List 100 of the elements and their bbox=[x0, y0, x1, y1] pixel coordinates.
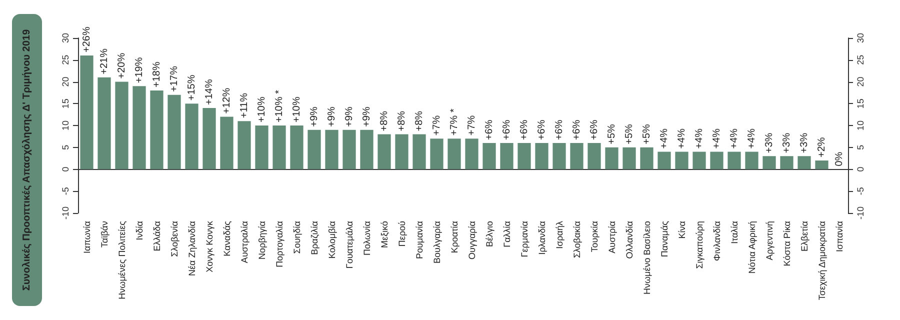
bar bbox=[290, 126, 304, 170]
x-tick-label: Βέλγιο bbox=[484, 221, 494, 248]
x-tick-label: Ισπανία bbox=[834, 221, 844, 252]
bar bbox=[430, 138, 444, 170]
data-label: +14% bbox=[204, 79, 215, 105]
bar bbox=[378, 134, 391, 170]
x-tick-label: Γουατεμάλα bbox=[344, 221, 354, 269]
bar bbox=[482, 143, 496, 170]
bar bbox=[675, 152, 688, 170]
bar bbox=[762, 156, 776, 170]
y-tick-label: 15 bbox=[60, 98, 70, 109]
y-tick-label: 5 bbox=[60, 144, 70, 150]
y2-tick-label: 5 bbox=[856, 144, 866, 150]
data-label: +10% * bbox=[274, 90, 285, 122]
bar bbox=[115, 82, 128, 170]
bar bbox=[605, 147, 618, 170]
x-tick-label: Σλοβενία bbox=[169, 221, 180, 257]
x-tick-label: Τσεχική Δημοκρατία bbox=[816, 221, 827, 300]
bar bbox=[500, 143, 514, 170]
x-tick-label: Κολομβία bbox=[326, 221, 337, 259]
bar bbox=[692, 152, 706, 170]
y2-tick-label: 30 bbox=[856, 32, 866, 44]
bar bbox=[395, 134, 408, 170]
x-tick-label: Ηνωμένο Βασίλειο bbox=[642, 221, 652, 295]
x-tick-label: Τουρκία bbox=[589, 221, 600, 252]
bar bbox=[308, 130, 321, 170]
y2-tick-label: -10 bbox=[856, 206, 866, 220]
x-tick-label: Φινλανδία bbox=[712, 221, 722, 261]
x-tick-label: Ολλανδία bbox=[624, 221, 634, 259]
bar bbox=[342, 130, 356, 170]
data-label: +5% bbox=[606, 124, 618, 144]
data-label: +21% bbox=[98, 48, 110, 74]
x-tick-label: Νότια Αφρική bbox=[746, 221, 757, 274]
bar bbox=[98, 77, 111, 170]
bar bbox=[640, 147, 654, 170]
x-tick-label: Ιρλανδία bbox=[536, 221, 547, 255]
y-tick-label: 20 bbox=[60, 76, 70, 87]
bar bbox=[360, 130, 374, 170]
data-label: +5% bbox=[641, 124, 652, 144]
x-tick-label: Ρουμανία bbox=[414, 221, 424, 260]
x-tick-label: Αργεντινή bbox=[764, 221, 774, 260]
y-axis-title: Συνολικές Προοπτικές Απασχόλησης Δ' Τριμήνου 2019 bbox=[22, 28, 32, 291]
bar bbox=[255, 126, 268, 170]
bar bbox=[745, 152, 758, 170]
y-tick-label: 0 bbox=[60, 166, 70, 172]
x-tick-label: Νορβηγία bbox=[256, 221, 267, 260]
data-label: +6% bbox=[588, 120, 600, 140]
y2-tick-label: 10 bbox=[856, 120, 866, 131]
bar bbox=[570, 143, 584, 170]
bar bbox=[220, 116, 234, 170]
y-tick-label: -5 bbox=[60, 187, 70, 196]
data-label: +4% bbox=[728, 128, 740, 149]
x-tick-label: Ιταλία bbox=[729, 221, 740, 244]
data-label: +20% bbox=[116, 52, 128, 79]
bar bbox=[272, 126, 286, 170]
data-label: +7% bbox=[466, 115, 478, 136]
y2-tick-label: 25 bbox=[856, 54, 866, 65]
bar bbox=[202, 108, 216, 170]
bar bbox=[622, 147, 636, 170]
x-tick-label: Ηνωμένες Πολιτείες bbox=[116, 220, 127, 300]
bar bbox=[238, 121, 251, 170]
bar bbox=[798, 156, 811, 170]
data-label: +6% bbox=[536, 120, 548, 140]
data-label: +18% bbox=[151, 62, 162, 88]
x-tick-label: Χονγκ Κονγκ bbox=[204, 220, 214, 272]
x-tick-label: Καναδάς bbox=[222, 220, 232, 256]
x-tick-label: Μεξικό bbox=[379, 221, 390, 248]
data-label: +3% bbox=[798, 132, 810, 154]
data-label: +3% bbox=[764, 132, 775, 154]
x-tick-label: Ισραήλ bbox=[554, 220, 564, 249]
data-label: +4% bbox=[676, 128, 688, 149]
data-label: +6% bbox=[571, 120, 582, 140]
bar bbox=[168, 94, 181, 170]
bar bbox=[728, 152, 741, 170]
data-label: +9% bbox=[326, 106, 338, 127]
data-label: +9% bbox=[308, 106, 320, 127]
x-tick-label: Κροατία bbox=[449, 221, 460, 254]
x-tick-label: Αυστρία bbox=[606, 221, 617, 254]
data-label: +3% bbox=[781, 132, 792, 154]
data-label: +8% bbox=[414, 110, 425, 132]
bar bbox=[658, 152, 671, 170]
data-label: +7% bbox=[431, 115, 442, 136]
data-label: +5% bbox=[624, 124, 635, 144]
x-tick-label: Παναμάς bbox=[659, 220, 670, 258]
data-label: +6% bbox=[518, 120, 530, 140]
x-tick-label: Περού bbox=[396, 220, 407, 247]
data-label: +4% bbox=[658, 128, 670, 149]
bar bbox=[518, 143, 531, 170]
x-tick-label: Σιγκαπούρη bbox=[694, 221, 704, 269]
x-tick-label: Γερμανία bbox=[519, 221, 530, 258]
bar bbox=[150, 90, 164, 170]
x-tick-label: Πολωνία bbox=[362, 221, 372, 256]
bar bbox=[80, 56, 94, 170]
data-label: +10% bbox=[291, 96, 302, 122]
data-label: +8% bbox=[396, 110, 408, 132]
data-label: +4% bbox=[711, 128, 722, 149]
y-tick-label: 10 bbox=[60, 120, 70, 131]
data-label: 0% bbox=[834, 152, 845, 166]
x-tick-label: Ιαπωνία bbox=[82, 221, 92, 254]
bar bbox=[325, 130, 338, 170]
